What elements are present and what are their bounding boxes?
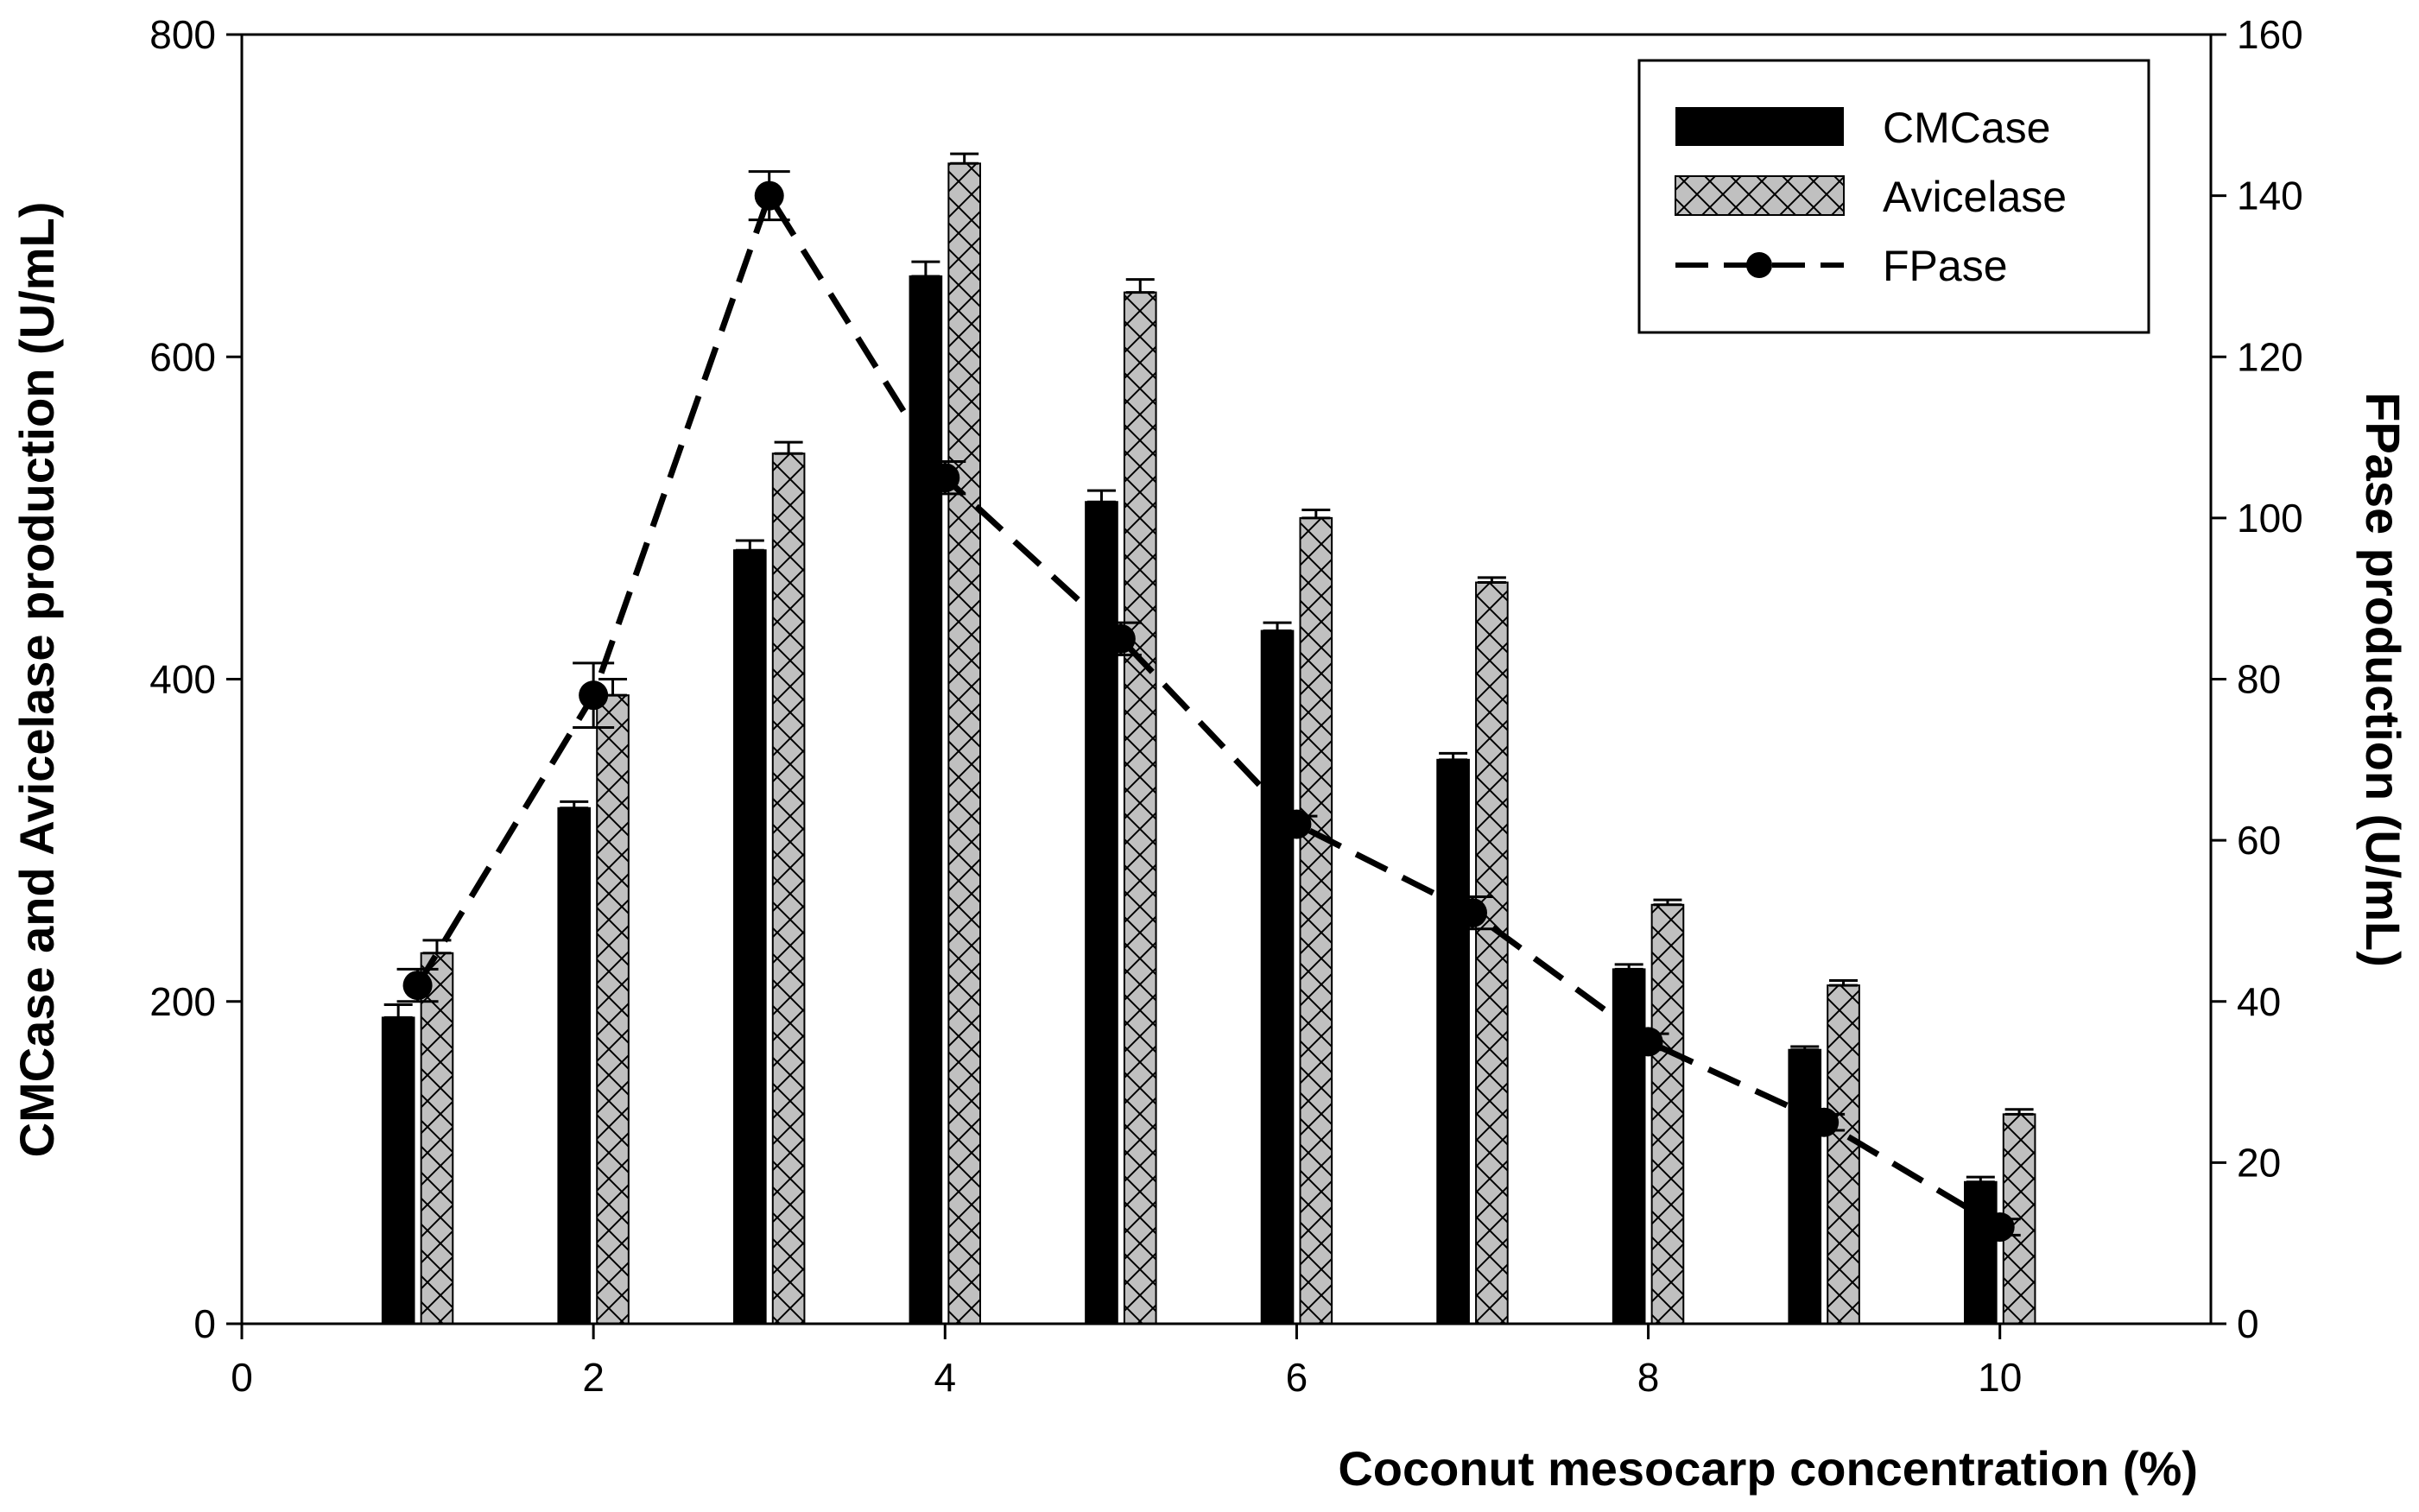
- fpase-line: [415, 188, 2002, 1230]
- fpase-point: [579, 680, 609, 711]
- y2-tick-label: 60: [2237, 818, 2281, 863]
- fpase-point: [1282, 809, 1312, 839]
- y2-tick-label: 100: [2237, 496, 2303, 541]
- legend-swatch-cmcase: [1675, 107, 1844, 146]
- cmcase-bar: [1436, 758, 1470, 1325]
- y2-tick-label: 160: [2237, 12, 2303, 57]
- fpase-point: [402, 971, 433, 1001]
- cmcase-bar: [1788, 1048, 1822, 1325]
- avicelase-bar: [1299, 516, 1333, 1325]
- x-tick-label: 6: [1286, 1355, 1308, 1400]
- cmcase-error-bar: [1439, 751, 1468, 762]
- avicelase-bar: [596, 694, 630, 1325]
- y-tick-label: 400: [149, 657, 216, 702]
- cmcase-error-bar: [1614, 963, 1643, 971]
- cmcase-error-bar: [383, 1003, 413, 1019]
- y-tick-label: 800: [149, 12, 216, 57]
- avicelase-error-bar: [1301, 509, 1331, 520]
- avicelase-error-bar: [1125, 278, 1155, 294]
- x-tick-label: 10: [1978, 1355, 2022, 1400]
- cmcase-error-bar: [911, 260, 940, 278]
- cmcase-error-bar: [1966, 1175, 1995, 1184]
- avicelase-bar: [1123, 291, 1157, 1325]
- avicelase-bar: [420, 952, 454, 1325]
- fpase-point: [1809, 1107, 1840, 1137]
- legend-label-fpase: FPase: [1883, 242, 2008, 290]
- legend-label-avicelase: Avicelase: [1883, 173, 2067, 221]
- fpase-point: [1458, 898, 1487, 928]
- avicelase-error-bar: [1653, 898, 1682, 907]
- y2-tick-label: 140: [2237, 174, 2303, 218]
- cmcase-bar: [557, 807, 592, 1325]
- cmcase-error-bar: [1790, 1045, 1820, 1052]
- cmcase-bar: [1260, 629, 1295, 1325]
- x-axis-title: Coconut mesocarp concentration (%): [1338, 1441, 2198, 1496]
- fpase-line-layer: [396, 170, 2021, 1243]
- avicelase-bar: [1827, 984, 1860, 1325]
- cmcase-error-bar: [560, 800, 589, 810]
- y2-tick-label: 20: [2237, 1140, 2281, 1185]
- legend-label-cmcase: CMCase: [1883, 104, 2050, 152]
- y-axis-title: CMCase and Avicelase production (U/mL): [9, 202, 64, 1158]
- y2-tick-label: 120: [2237, 334, 2303, 379]
- y-tick-label: 0: [193, 1301, 216, 1346]
- fpase-point: [1633, 1027, 1663, 1057]
- cmcase-error-bar: [1263, 621, 1292, 633]
- fpase-point: [930, 463, 960, 493]
- avicelase-bar: [771, 452, 806, 1325]
- cmcase-bar: [733, 549, 767, 1325]
- ticks-layer: 0 2 4 6 8 10020040060080002040608010012014016…: [149, 12, 2303, 1400]
- error-bars-layer: [383, 152, 2034, 1184]
- fpase-point: [1105, 623, 1136, 654]
- y2-tick-label: 80: [2237, 657, 2281, 702]
- avicelase-error-bar: [950, 152, 979, 165]
- cmcase-error-bar: [735, 539, 764, 552]
- cmcase-error-bar: [1086, 489, 1116, 503]
- y2-axis-title: FPase production (U/mL): [2356, 392, 2410, 967]
- x-tick-label: 2: [582, 1355, 605, 1400]
- x-tick-label: 0: [231, 1355, 253, 1400]
- cmcase-bar: [381, 1016, 415, 1325]
- legend-swatch-avicelase: [1675, 175, 1845, 216]
- avicelase-error-bar: [1477, 576, 1506, 585]
- legend-marker-fpase: [1746, 252, 1772, 278]
- y2-tick-label: 40: [2237, 979, 2281, 1024]
- y2-tick-label: 0: [2237, 1301, 2259, 1346]
- legend: CMCase Avicelase FPase: [1637, 59, 2150, 334]
- avicelase-bar: [1650, 903, 1685, 1325]
- fpase-point: [754, 180, 784, 211]
- avicelase-error-bar: [774, 440, 803, 455]
- y-tick-label: 600: [149, 334, 216, 379]
- avicelase-bar: [947, 162, 982, 1325]
- cmcase-bar: [1964, 1180, 1998, 1325]
- avicelase-error-bar: [2004, 1108, 2034, 1116]
- avicelase-error-bar: [1829, 978, 1859, 987]
- fpase-point: [1985, 1212, 2015, 1243]
- y-tick-label: 200: [149, 979, 216, 1024]
- x-tick-label: 8: [1637, 1355, 1660, 1400]
- x-tick-label: 4: [934, 1355, 956, 1400]
- avicelase-bar: [1475, 581, 1509, 1325]
- bars-layer: [381, 162, 2036, 1325]
